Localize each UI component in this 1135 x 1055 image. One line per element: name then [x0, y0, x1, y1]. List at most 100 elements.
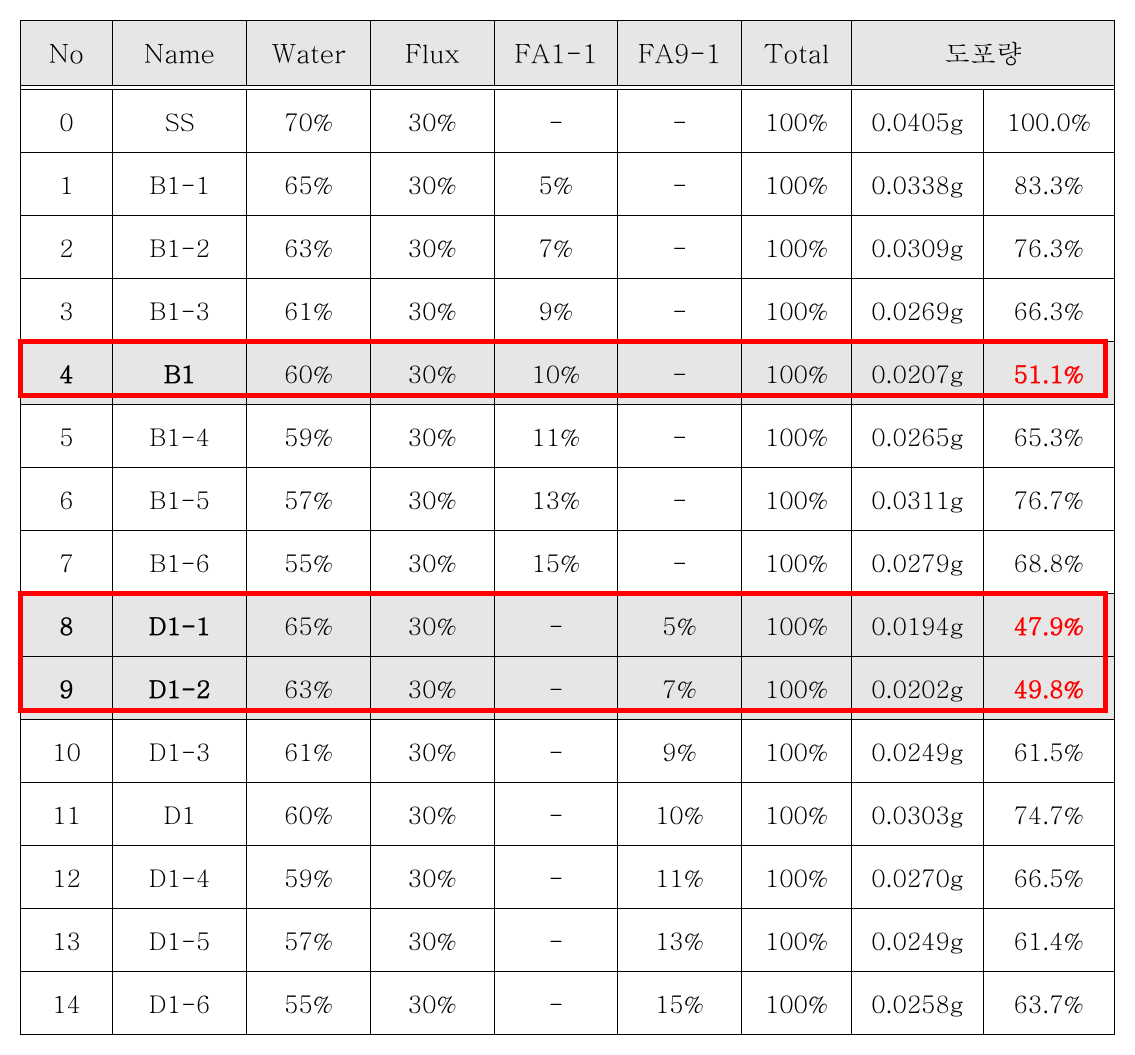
cell-water: 63%	[247, 657, 371, 720]
cell-total: 100%	[741, 90, 851, 153]
cell-no: 11	[21, 783, 113, 846]
cell-no: 4	[21, 342, 113, 405]
table-row: 10D1-361%30%-9%100%0.0249g61.5%	[21, 720, 1115, 783]
cell-flux: 30%	[371, 909, 495, 972]
cell-fa9: -	[618, 90, 742, 153]
col-header: Water	[247, 21, 371, 86]
cell-total: 100%	[741, 531, 851, 594]
cell-fa1: -	[494, 846, 618, 909]
col-header: Total	[741, 21, 851, 86]
col-header: 도포량	[852, 21, 1115, 86]
cell-fa9: -	[618, 216, 742, 279]
cell-name: B1-6	[112, 531, 247, 594]
cell-no: 14	[21, 972, 113, 1035]
cell-water: 55%	[247, 972, 371, 1035]
cell-water: 60%	[247, 342, 371, 405]
cell-flux: 30%	[371, 90, 495, 153]
cell-g: 0.0338g	[852, 153, 983, 216]
cell-fa9: 7%	[618, 657, 742, 720]
table-row: 4B160%30%10%-100%0.0207g51.1%	[21, 342, 1115, 405]
cell-flux: 30%	[371, 279, 495, 342]
cell-fa9: -	[618, 342, 742, 405]
cell-total: 100%	[741, 216, 851, 279]
cell-name: B1-2	[112, 216, 247, 279]
cell-pct: 100.0%	[983, 90, 1114, 153]
cell-flux: 30%	[371, 216, 495, 279]
cell-flux: 30%	[371, 783, 495, 846]
cell-g: 0.0309g	[852, 216, 983, 279]
cell-fa9: 15%	[618, 972, 742, 1035]
cell-flux: 30%	[371, 468, 495, 531]
cell-water: 70%	[247, 90, 371, 153]
table-row: 0SS70%30%--100%0.0405g100.0%	[21, 90, 1115, 153]
cell-g: 0.0279g	[852, 531, 983, 594]
cell-g: 0.0207g	[852, 342, 983, 405]
cell-total: 100%	[741, 153, 851, 216]
cell-pct: 76.7%	[983, 468, 1114, 531]
cell-flux: 30%	[371, 657, 495, 720]
cell-fa9: -	[618, 279, 742, 342]
cell-name: B1	[112, 342, 247, 405]
cell-fa1: 5%	[494, 153, 618, 216]
cell-g: 0.0269g	[852, 279, 983, 342]
cell-g: 0.0249g	[852, 909, 983, 972]
cell-fa9: 9%	[618, 720, 742, 783]
table-row: 13D1-557%30%-13%100%0.0249g61.4%	[21, 909, 1115, 972]
cell-pct: 61.5%	[983, 720, 1114, 783]
cell-flux: 30%	[371, 594, 495, 657]
cell-no: 13	[21, 909, 113, 972]
table-row: 7B1-655%30%15%-100%0.0279g68.8%	[21, 531, 1115, 594]
cell-flux: 30%	[371, 342, 495, 405]
cell-name: B1-1	[112, 153, 247, 216]
cell-fa1: -	[494, 657, 618, 720]
data-table: NoNameWaterFluxFA1-1FA9-1Total도포량 0SS70%…	[20, 20, 1115, 1035]
table-header-row: NoNameWaterFluxFA1-1FA9-1Total도포량	[21, 21, 1115, 86]
cell-fa1: -	[494, 783, 618, 846]
cell-fa1: 15%	[494, 531, 618, 594]
table-container: NoNameWaterFluxFA1-1FA9-1Total도포량 0SS70%…	[20, 20, 1115, 1035]
table-row: 6B1-557%30%13%-100%0.0311g76.7%	[21, 468, 1115, 531]
cell-total: 100%	[741, 720, 851, 783]
cell-no: 9	[21, 657, 113, 720]
cell-water: 57%	[247, 468, 371, 531]
cell-no: 1	[21, 153, 113, 216]
cell-name: D1-4	[112, 846, 247, 909]
table-row: 9D1-263%30%-7%100%0.0202g49.8%	[21, 657, 1115, 720]
cell-total: 100%	[741, 783, 851, 846]
cell-pct: 49.8%	[983, 657, 1114, 720]
cell-fa9: -	[618, 468, 742, 531]
col-header: Name	[112, 21, 247, 86]
cell-g: 0.0265g	[852, 405, 983, 468]
cell-name: SS	[112, 90, 247, 153]
cell-fa9: 13%	[618, 909, 742, 972]
cell-total: 100%	[741, 279, 851, 342]
cell-fa1: 13%	[494, 468, 618, 531]
cell-pct: 74.7%	[983, 783, 1114, 846]
col-header: FA9-1	[618, 21, 742, 86]
cell-no: 2	[21, 216, 113, 279]
cell-name: D1-3	[112, 720, 247, 783]
cell-pct: 65.3%	[983, 405, 1114, 468]
cell-water: 55%	[247, 531, 371, 594]
cell-fa9: 5%	[618, 594, 742, 657]
cell-pct: 83.3%	[983, 153, 1114, 216]
table-row: 3B1-361%30%9%-100%0.0269g66.3%	[21, 279, 1115, 342]
cell-name: B1-3	[112, 279, 247, 342]
table-row: 8D1-165%30%-5%100%0.0194g47.9%	[21, 594, 1115, 657]
cell-name: D1-2	[112, 657, 247, 720]
cell-name: B1-4	[112, 405, 247, 468]
col-header: No	[21, 21, 113, 86]
cell-fa1: -	[494, 90, 618, 153]
table-row: 2B1-263%30%7%-100%0.0309g76.3%	[21, 216, 1115, 279]
cell-no: 8	[21, 594, 113, 657]
cell-total: 100%	[741, 972, 851, 1035]
cell-flux: 30%	[371, 720, 495, 783]
cell-g: 0.0303g	[852, 783, 983, 846]
cell-total: 100%	[741, 846, 851, 909]
cell-fa1: 11%	[494, 405, 618, 468]
cell-fa1: -	[494, 909, 618, 972]
cell-no: 0	[21, 90, 113, 153]
cell-pct: 66.5%	[983, 846, 1114, 909]
cell-no: 3	[21, 279, 113, 342]
cell-fa1: 7%	[494, 216, 618, 279]
